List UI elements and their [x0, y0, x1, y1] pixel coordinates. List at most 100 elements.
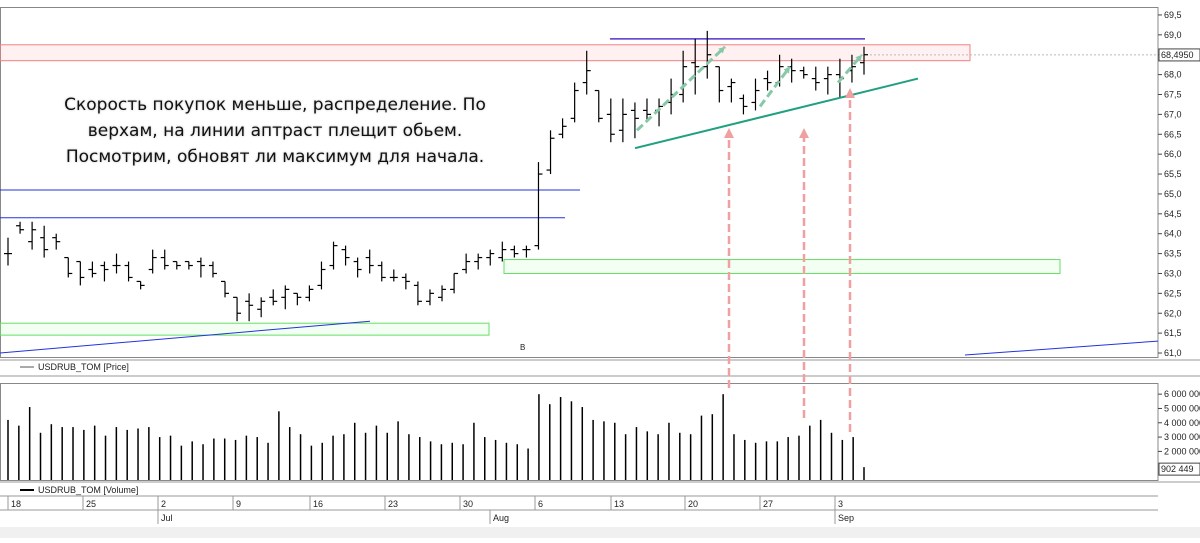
ohlc-bar: [462, 253, 471, 274]
price-legend: USDRUB_TOM [Price]: [38, 362, 129, 372]
ohlc-bar: [269, 289, 278, 306]
ohlc-bar: [679, 50, 688, 103]
ohlc-bar: [293, 292, 302, 306]
x-tick-label: 6: [538, 499, 543, 509]
y-tick-label: 63,5: [1164, 249, 1182, 259]
x-tick-label: 9: [236, 499, 241, 509]
annotation-line-2: верхам, на линии аптраст плещит обьем.: [87, 121, 463, 141]
y-tick-label: 62,0: [1164, 308, 1182, 318]
month-label: Sep: [838, 513, 854, 523]
ohlc-bar: [88, 261, 97, 278]
ohlc-bar: [76, 260, 85, 286]
ohlc-bar: [799, 66, 808, 79]
ohlc-bar: [64, 256, 73, 278]
ohlc-bar: [606, 98, 615, 143]
x-tick-label: 27: [763, 499, 773, 509]
ohlc-bar: [727, 78, 736, 103]
x-tick-label: 2: [161, 499, 166, 509]
ohlc-bar: [28, 221, 37, 250]
volume-arrow-head: [799, 128, 809, 138]
dashed-arrow: [836, 53, 864, 84]
trend-line: [964, 340, 1159, 356]
x-tick-label: 3: [838, 499, 843, 509]
volume-arrow: [799, 128, 809, 418]
volume-tick-label: 4 000 000: [1164, 418, 1200, 428]
ohlc-bar: [100, 261, 109, 282]
ohlc-bar: [570, 82, 579, 123]
resistance-zone: [0, 44, 971, 62]
volume-current-label: 902 449: [1161, 464, 1194, 474]
ohlc-bar: [353, 257, 362, 278]
volume-tick-label: 5 000 000: [1164, 403, 1200, 413]
volume-legend: USDRUB_TOM [Volume]: [38, 485, 138, 495]
ohlc-bar: [401, 273, 410, 290]
dashed-arrow-head: [718, 46, 725, 54]
ohlc-bar: [522, 245, 531, 258]
ohlc-bar: [618, 98, 627, 143]
ohlc-bar: [305, 285, 314, 302]
uptrend-line: [634, 77, 919, 150]
current-price-label: 68,4950: [1161, 50, 1194, 60]
month-label: Jul: [161, 513, 173, 523]
y-tick-label: 66,0: [1164, 149, 1182, 159]
y-tick-label: 69,5: [1164, 10, 1182, 20]
y-tick-label: 64,0: [1164, 229, 1182, 239]
y-tick-label: 68,0: [1164, 70, 1182, 80]
trend-line: [0, 320, 371, 354]
ohlc-bar: [413, 281, 422, 306]
ohlc-bar: [582, 50, 591, 95]
y-tick-label: 64,5: [1164, 209, 1182, 219]
volume-arrow: [724, 128, 734, 388]
price-panel: [0, 7, 1159, 358]
volume-tick-label: 6 000 000: [1164, 389, 1200, 399]
ohlc-bar: [594, 89, 603, 123]
y-tick-label: 61,0: [1164, 348, 1182, 358]
ohlc-bar: [124, 261, 133, 282]
ohlc-bar: [389, 269, 398, 282]
dashed-arrow-head: [783, 66, 790, 74]
ohlc-bar: [377, 261, 386, 282]
volume-arrow-head: [845, 88, 855, 98]
y-tick-label: 62,5: [1164, 288, 1182, 298]
ohlc-bar: [425, 289, 434, 306]
ohlc-bar: [811, 66, 820, 91]
y-tick-label: 63,0: [1164, 268, 1182, 278]
ohlc-bar: [257, 297, 266, 318]
ohlc-bar: [329, 241, 338, 270]
y-tick-label: 65,5: [1164, 169, 1182, 179]
x-tick-label: 30: [463, 499, 473, 509]
ohlc-bar: [823, 66, 832, 95]
scrollbar: [0, 527, 1200, 538]
ohlc-bar: [739, 94, 748, 115]
ohlc-bar: [365, 249, 374, 274]
ohlc-bar: [160, 249, 169, 270]
ohlc-bar: [221, 280, 230, 298]
volume-panel: [0, 383, 1159, 481]
ohlc-bar: [691, 38, 700, 95]
ohlc-bar: [317, 261, 326, 290]
support-zone: [503, 259, 1061, 274]
ohlc-bar: [16, 221, 25, 234]
ohlc-bar: [498, 241, 507, 262]
y-tick-label: 66,5: [1164, 129, 1182, 139]
ohlc-bar: [703, 30, 712, 79]
annotation-line-1: Скорость покупок меньше, распределение. …: [64, 95, 486, 115]
y-tick-label: 67,0: [1164, 109, 1182, 119]
dashed-arrow-shaft: [758, 65, 792, 108]
x-tick-label: 13: [614, 499, 624, 509]
ohlc-bar: [172, 260, 181, 270]
ohlc-bar: [474, 253, 483, 270]
ohlc-bar: [510, 245, 519, 258]
ohlc-bar: [715, 66, 724, 103]
y-tick-label: 61,5: [1164, 328, 1182, 338]
ohlc-bar: [233, 296, 242, 322]
volume-current-box: [1158, 462, 1200, 476]
volume-tick-label: 3 000 000: [1164, 432, 1200, 442]
dashed-arrow: [758, 65, 792, 108]
ohlc-bar: [763, 70, 772, 91]
ohlc-bar: [630, 102, 639, 139]
y-tick-label: 65,0: [1164, 189, 1182, 199]
x-tick-label: 16: [313, 499, 323, 509]
ohlc-bar: [642, 98, 651, 123]
